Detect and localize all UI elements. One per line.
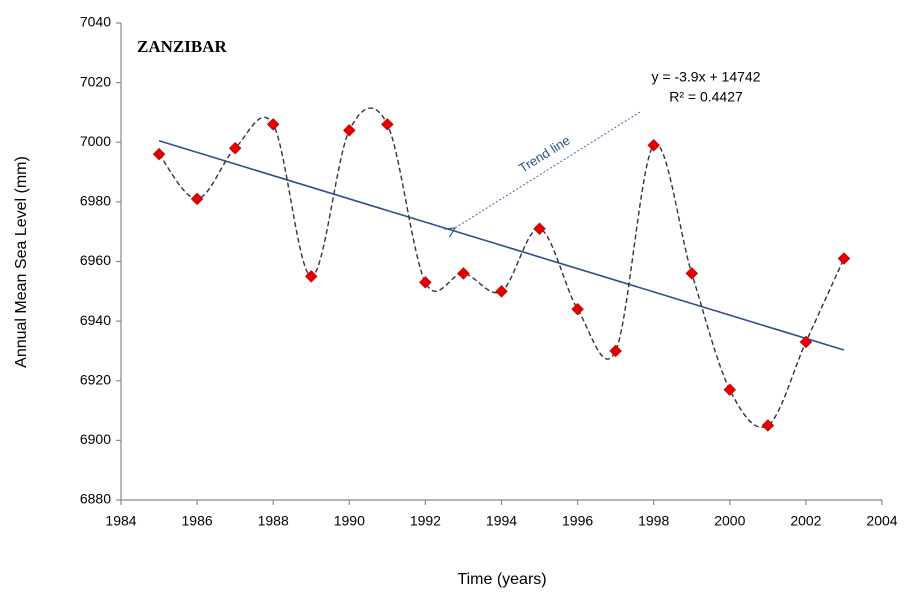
x-tick-label: 1984	[105, 513, 136, 529]
chart-title: ZANZIBAR	[137, 37, 227, 56]
y-tick-label: 6960	[80, 252, 111, 268]
x-tick-label: 1994	[486, 513, 517, 529]
data-point	[799, 335, 813, 349]
x-tick-label: 1992	[410, 513, 441, 529]
trend-r2: R² = 0.4427	[669, 89, 743, 105]
y-tick-label: 7040	[80, 14, 111, 30]
trend-equation: y = -3.9x + 14742	[652, 69, 761, 85]
data-point	[837, 252, 851, 265]
y-tick-label: 7020	[80, 73, 111, 89]
x-tick-label: 1998	[638, 513, 669, 529]
data-point	[533, 222, 546, 236]
data-point	[228, 141, 242, 155]
data-point	[685, 267, 699, 280]
trend-annotation: Trend line	[516, 133, 573, 176]
x-tick-label: 1996	[562, 513, 593, 529]
x-axis-label: Time (years)	[457, 571, 546, 588]
x-tick-label: 2002	[790, 513, 821, 529]
data-point	[609, 344, 623, 358]
data-point	[190, 192, 204, 206]
y-axis-label: Annual Mean Sea Level (mm)	[13, 156, 30, 368]
data-point	[761, 419, 775, 432]
trend-line	[158, 139, 845, 351]
data-point	[723, 383, 737, 397]
x-tick-label: 1988	[258, 513, 289, 529]
data-point	[457, 267, 470, 280]
y-tick-label: 6880	[80, 491, 111, 507]
data-point	[304, 270, 318, 283]
data-point	[342, 123, 356, 137]
x-tick-label: 2000	[714, 513, 745, 529]
x-tick-label: 1990	[334, 513, 365, 529]
x-tick-label: 1986	[182, 513, 213, 529]
x-tick-label: 2004	[866, 513, 897, 529]
y-tick-label: 6900	[80, 431, 111, 447]
data-point	[266, 118, 280, 131]
data-point	[419, 276, 432, 289]
data-point	[495, 284, 508, 298]
data-point	[647, 138, 661, 152]
y-tick-label: 6980	[80, 193, 111, 209]
data-point	[152, 147, 166, 161]
y-tick-label: 6920	[80, 371, 111, 387]
series-line	[158, 107, 845, 428]
data-point	[380, 118, 394, 131]
y-tick-label: 6940	[80, 312, 111, 328]
data-point	[571, 302, 584, 316]
trend-arrow	[455, 111, 641, 228]
y-tick-label: 7000	[80, 133, 111, 149]
